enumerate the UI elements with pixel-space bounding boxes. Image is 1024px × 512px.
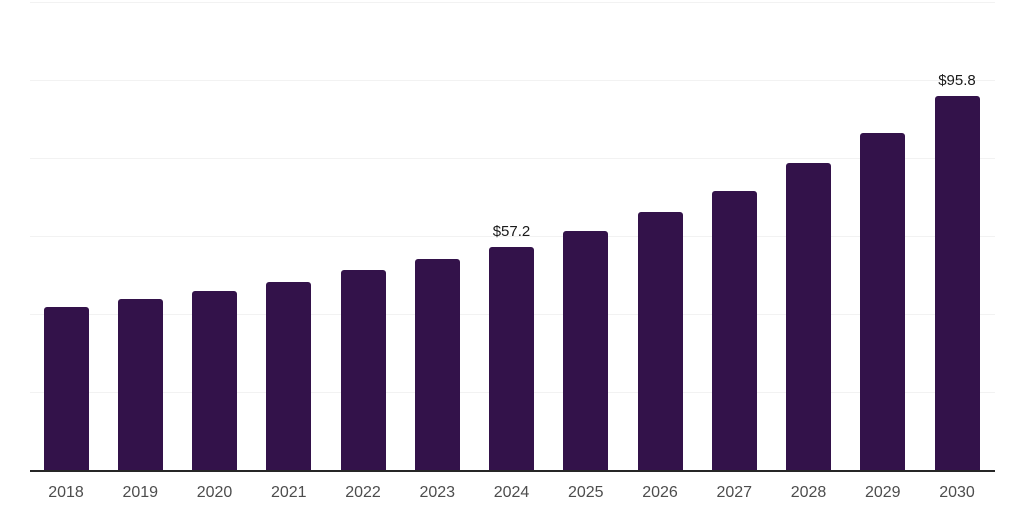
bar-2028 xyxy=(786,163,831,470)
x-axis-label-2020: 2020 xyxy=(196,484,233,501)
x-axis-label-2026: 2026 xyxy=(642,484,678,501)
bar-2020 xyxy=(192,291,237,470)
bar-2021 xyxy=(266,282,312,470)
x-axis-label-2030: 2030 xyxy=(939,484,975,501)
x-axis-label-2023: 2023 xyxy=(419,484,456,501)
bar-2030 xyxy=(934,96,980,470)
x-axis-label-2027: 2027 xyxy=(716,484,753,501)
value-label-2024: $57.2 xyxy=(492,222,531,240)
bar-2018 xyxy=(43,307,89,470)
x-axis-label-2025: 2025 xyxy=(567,484,604,501)
bar-2026 xyxy=(637,211,683,470)
bar-2029 xyxy=(860,133,906,470)
x-axis-label-2024: 2024 xyxy=(493,484,530,501)
bar-2019 xyxy=(117,299,163,470)
x-axis-line xyxy=(30,470,995,472)
gridline xyxy=(30,236,995,237)
bar-2024 xyxy=(489,246,534,470)
x-axis-label-2028: 2028 xyxy=(790,484,827,501)
gridline xyxy=(30,80,995,81)
x-axis-label-2021: 2021 xyxy=(270,484,307,501)
bar-2023 xyxy=(414,259,460,470)
gridline xyxy=(30,158,995,159)
value-label-2030: $95.8 xyxy=(938,72,976,90)
bar-2025 xyxy=(563,230,609,470)
bar-2027 xyxy=(711,191,757,470)
bar-2022 xyxy=(340,269,386,470)
x-axis-label-2022: 2022 xyxy=(345,484,381,501)
plot-area: $57.2 $95.8 xyxy=(30,2,995,472)
x-axis-label-2018: 2018 xyxy=(48,484,84,501)
gridline xyxy=(30,2,995,3)
x-axis-label-2019: 2019 xyxy=(122,484,159,501)
x-axis-label-2029: 2029 xyxy=(864,484,901,501)
